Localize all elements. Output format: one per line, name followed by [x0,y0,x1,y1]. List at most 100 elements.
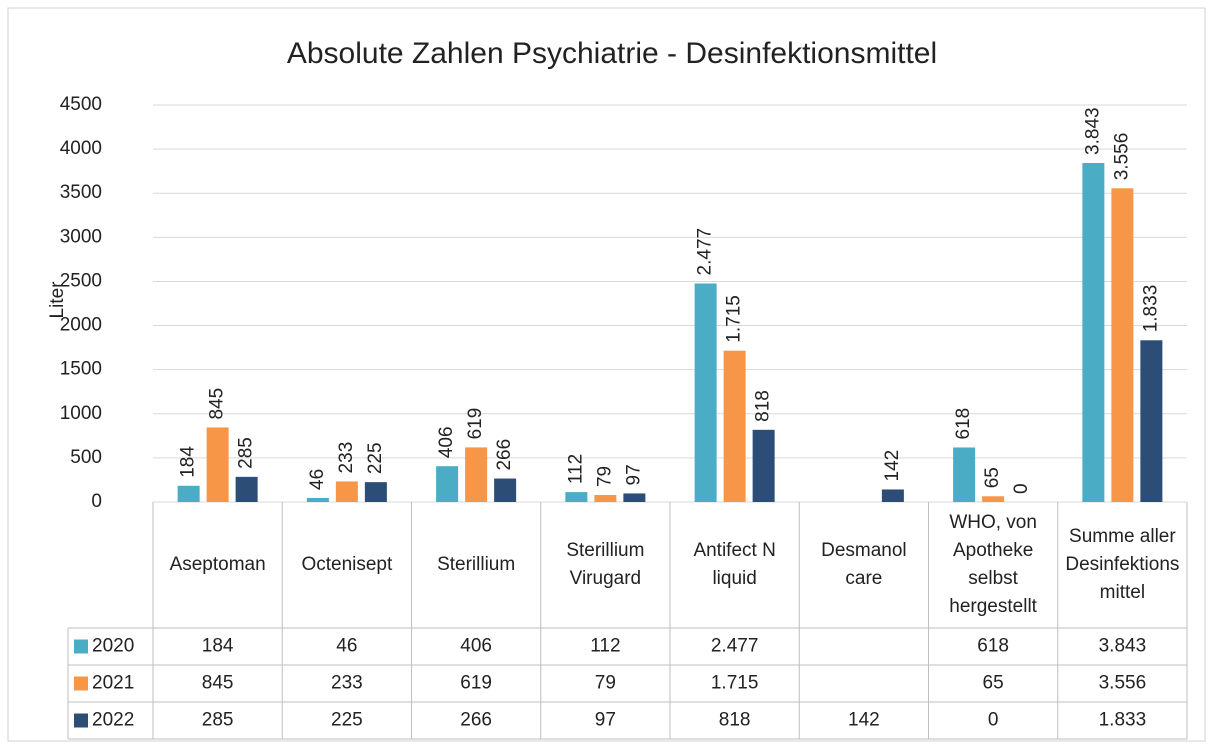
data-label: 266 [494,439,515,471]
bar [881,489,904,502]
y-tick-label: 3500 [60,182,102,203]
table-cell: 1.715 [711,673,759,694]
data-label: 406 [436,426,457,458]
table-cell: 97 [595,710,616,731]
table-cell: 845 [202,673,234,694]
y-tick-label: 4500 [60,94,102,115]
bar [494,478,517,502]
table-cell: 3.843 [1099,636,1147,657]
y-tick-label: 0 [91,491,102,512]
table-cell: 1.833 [1099,710,1147,731]
bar [1111,188,1134,502]
bar [694,283,717,502]
y-tick-label: 3000 [60,226,102,247]
data-label: 618 [953,408,974,440]
category-cell: Sterillium Virugard [566,540,645,589]
data-label: 142 [882,450,903,482]
bar [335,481,358,502]
y-axis-label: Liter [47,281,68,319]
table-cell: 233 [331,673,363,694]
category-cell: Octenisept [301,554,393,575]
legend-swatch [74,713,88,728]
bar [235,476,258,502]
category-cell: WHO, von Apotheke selbst hergestellt [949,512,1037,617]
x-tick-label: Aseptoman [169,554,266,575]
legend-swatch [74,676,88,691]
data-label: 3.556 [1111,133,1132,181]
data-label: 285 [236,437,257,469]
bar [565,492,588,502]
table-cell: 818 [719,710,751,731]
x-tick-label: Antifect N liquid [693,540,776,589]
bar [1082,162,1105,502]
category-cell: Antifect N liquid [693,540,776,589]
data-label: 225 [365,442,386,474]
bar [436,466,459,502]
table-cell: 2.477 [711,636,759,657]
table-cell: 619 [460,673,492,694]
data-label: 0 [1011,483,1032,494]
data-label: 2.477 [695,228,716,276]
bar [306,497,329,502]
data-label: 1.833 [1140,285,1161,333]
table-cell: 142 [848,710,880,731]
category-cell: Sterillium [437,554,516,575]
legend-swatch [74,639,88,654]
data-label: 112 [565,454,586,484]
bar [177,485,200,502]
data-label: 3.843 [1082,107,1103,155]
bar [982,496,1005,502]
bar [594,495,617,502]
y-tick-label: 2000 [60,315,102,336]
table-cell: 618 [977,636,1009,657]
y-tick-label: 4000 [60,138,102,159]
data-label: 79 [594,466,615,487]
x-tick-label: Octenisept [301,554,393,575]
legend-label: 2022 [92,710,134,731]
data-label: 619 [465,408,486,440]
table-cell: 406 [460,636,492,657]
table-cell: 225 [331,710,363,731]
legend-label: 2020 [92,636,134,657]
table-cell: 266 [460,710,492,731]
data-label: 97 [623,464,644,485]
x-tick-label: Sterillium Virugard [566,540,645,589]
bar [465,447,488,502]
x-tick-label: Desmanol care [821,540,907,589]
y-tick-label: 1000 [60,403,102,424]
table-cell: 0 [988,710,999,731]
y-tick-label: 1500 [60,359,102,380]
data-label: 818 [753,390,774,422]
x-tick-label: Sterillium [437,554,516,575]
data-label: 1.715 [724,295,745,343]
x-tick-label: Summe aller Desinfektionsmittel [1065,526,1180,603]
category-cell: Aseptoman [169,554,266,575]
data-label: 46 [307,469,328,490]
data-label: 65 [982,467,1003,488]
bar [623,493,646,502]
bar [752,429,775,502]
table-cell: 79 [595,673,616,694]
x-tick-label: WHO, von Apotheke selbst hergestellt [949,512,1037,617]
bar [206,427,229,502]
category-cell: Desmanol care [821,540,907,589]
bar [364,482,387,502]
bar [723,350,746,502]
table-cell: 3.556 [1099,673,1147,694]
data-label: 233 [336,442,357,474]
data-label: 184 [178,446,199,478]
y-tick-label: 500 [70,447,102,468]
table-cell: 184 [202,636,234,657]
chart-title: Absolute Zahlen Psychiatrie - Desinfekti… [287,37,937,70]
table-cell: 46 [336,636,357,657]
chart-border [7,7,1206,742]
table-cell: 112 [590,636,620,657]
y-tick-label: 2500 [60,270,102,291]
data-label: 845 [207,388,228,420]
table-cell: 285 [202,710,234,731]
category-cell: Summe aller Desinfektionsmittel [1065,526,1180,603]
table-cell: 65 [983,673,1004,694]
bar [953,447,976,502]
bar [1140,340,1163,502]
